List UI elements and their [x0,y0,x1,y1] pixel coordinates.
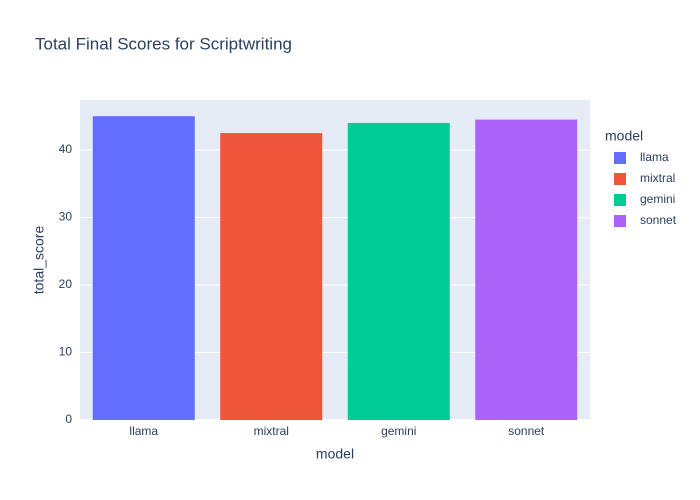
legend-label: mixtral [640,171,675,185]
bar [92,116,195,421]
x-tick-label: llama [129,424,158,438]
legend-label: gemini [640,192,675,206]
x-axis-title: model [316,446,354,462]
x-tick-label: sonnet [508,424,545,438]
bar [220,133,323,420]
legend-swatch [614,152,626,164]
y-tick-label: 30 [59,210,73,224]
y-tick-label: 20 [59,277,73,291]
bar [347,122,450,420]
x-tick-label: gemini [381,424,416,438]
y-tick-label: 10 [59,345,73,359]
bar [475,119,578,420]
y-tick-label: 40 [59,142,73,156]
legend-label: llama [640,150,669,164]
y-tick-label: 0 [65,412,72,426]
legend-label: sonnet [640,213,677,227]
x-tick-label: mixtral [254,424,289,438]
chart-title: Total Final Scores for Scriptwriting [35,34,292,53]
y-axis-title: total_score [31,226,47,295]
legend-swatch [614,215,626,227]
legend-swatch [614,194,626,206]
legend-title: model [605,128,643,144]
legend-swatch [614,173,626,185]
